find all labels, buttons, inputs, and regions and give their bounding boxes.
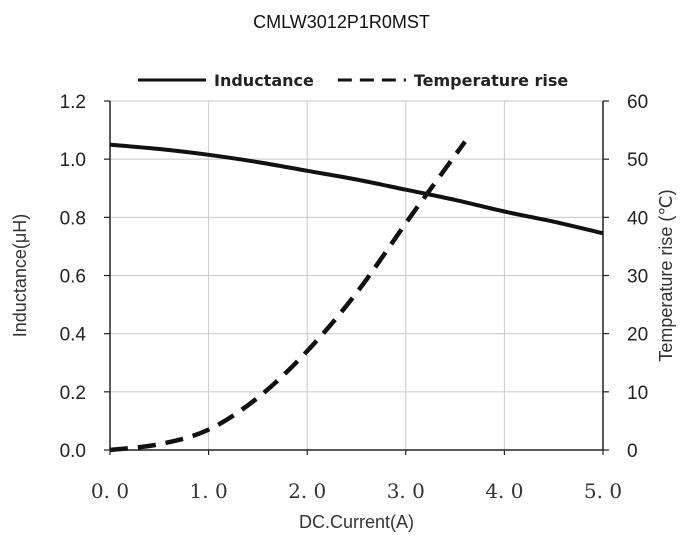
x-tick-label: 0. 0 [91, 479, 129, 503]
series-layer [109, 140, 604, 453]
plot-frame [104, 100, 609, 455]
x-tick-label: 1. 0 [190, 479, 228, 503]
y-left-tick-label: 0.2 [60, 383, 86, 404]
y-left-tick-label: 0.0 [60, 441, 86, 462]
legend-label-inductance: Inductance [214, 71, 314, 90]
y-left-tick-label: 1.0 [60, 150, 86, 171]
y-left-tick-label: 1.2 [60, 92, 86, 113]
y-right-tick-label: 40 [627, 208, 648, 229]
y-axis-label-right: Temperature rise (℃) [656, 189, 676, 361]
legend-label-temperature-rise: Temperature rise [414, 71, 569, 90]
x-axis-label: DC.Current(A) [299, 512, 414, 532]
y-right-tick-label: 50 [627, 150, 648, 171]
y-right-tick-label: 20 [627, 325, 648, 346]
y-axis-label-left: Inductance(μH) [10, 214, 30, 337]
y-right-tick-label: 10 [627, 383, 648, 404]
y-left-tick-label: 0.4 [60, 325, 87, 346]
chart-title: CMLW3012P1R0MST [253, 12, 430, 32]
x-tick-label: 2. 0 [288, 479, 326, 503]
x-tick-label: 3. 0 [387, 479, 425, 503]
legend: Inductance Temperature rise [138, 71, 568, 90]
tick-labels: 0.0 0.2 0.4 0.6 0.8 1.0 1.2 0 10 20 30 40 50 60 0. 0 1.… [60, 92, 649, 503]
series-line-temperature-rise [109, 140, 467, 453]
x-tick-label: 5. 0 [584, 479, 622, 503]
series-line-inductance [109, 142, 604, 236]
x-tick-label: 4. 0 [485, 479, 523, 503]
y-left-tick-label: 0.6 [60, 267, 86, 288]
y-left-tick-label: 0.8 [60, 208, 86, 229]
grid-lines [110, 100, 603, 450]
y-right-tick-label: 0 [627, 441, 638, 462]
y-right-tick-label: 30 [627, 267, 648, 288]
y-right-tick-label: 60 [627, 92, 648, 113]
